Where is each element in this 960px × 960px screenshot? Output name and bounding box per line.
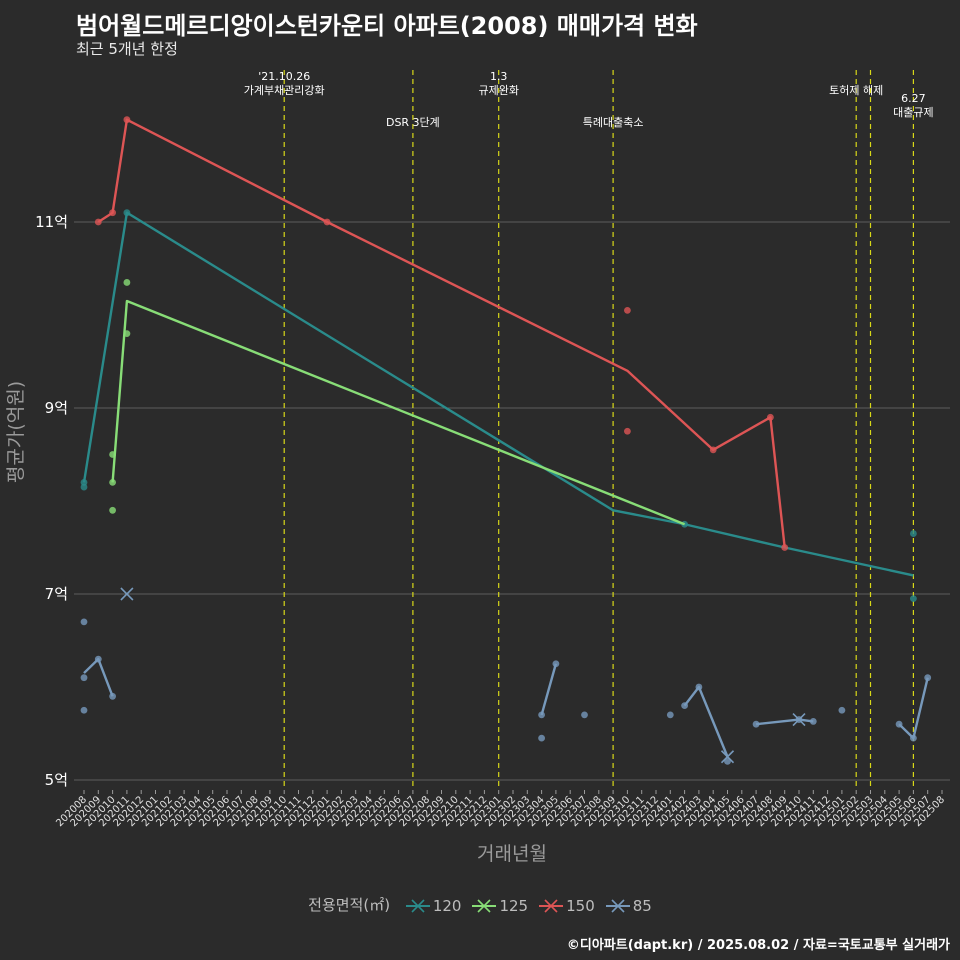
legend-key-150 [539,898,564,913]
legend-key-120 [405,898,430,913]
event-label: DSR 3단계 [386,116,440,129]
y-tick-label: 7억 [45,585,68,603]
series-85-point [809,718,817,725]
series-125-point [109,451,116,458]
y-tick-label: 11억 [35,213,68,231]
series-85-point [895,720,903,728]
legend-label: 85 [632,896,652,915]
x-axis-title: 거래년월 [477,843,547,865]
series-85-point [752,720,760,728]
series-85-point [94,655,102,663]
legend-key-125 [472,898,497,913]
cross-stroke [720,750,735,764]
y-tick-label: 9억 [45,399,68,417]
legend-key-cross [477,898,492,913]
series-150-point [781,544,789,551]
series-85-cross-marker [120,587,134,601]
legend-key-cross [611,898,625,913]
series-150-point [624,306,631,314]
legend-title: 전용면적(㎡) [308,896,391,914]
event-label: 6.27 대출규제 [893,92,933,119]
series-150-point [94,218,102,226]
event-label: 토허제 해제 [829,83,883,97]
legend-item-120: 120 [405,896,462,915]
series-85-point [838,706,846,714]
series-85-point [681,702,688,709]
chart-title: 범어월드메르디앙이스턴카운티 아파트(2008) 매매가격 변화 [76,12,698,40]
series-150-point [709,446,717,454]
series-120-point [123,209,131,217]
cross-stroke [120,587,134,601]
series-85-point [538,711,545,719]
series-85-point [695,683,703,691]
series-150-point [624,427,631,435]
series-85-point [538,734,545,742]
series-120-point [80,483,88,491]
series-125-point [123,330,131,337]
series-125-point [123,279,131,286]
series-85-point [910,734,917,742]
event-label: 특례대출축소 [583,116,644,129]
series-85-point [724,758,731,765]
legend-key-cross [411,898,425,913]
series-85-line [755,718,814,726]
series-85-line [540,663,558,716]
series-150-point [767,413,774,421]
series-85-cross-marker [720,750,735,764]
event-label: 1.3 규제완화 [478,70,518,97]
caption: ©디아파트(dapt.kr) / 2025.08.02 / 자료=국토교통부 실… [566,938,950,953]
series-85-point [80,674,88,682]
series-85-line [83,657,114,697]
legend-item-85: 85 [605,896,652,915]
cross-stroke [792,712,806,727]
series-85-line [683,685,729,758]
series-layer [80,116,932,765]
series-125-point [109,506,116,514]
y-tick-label: 5억 [45,771,68,789]
legend-items: 120 125 150 85 [395,896,652,915]
series-120-point [80,479,88,486]
series-150-point [109,209,116,217]
legend: 전용면적(㎡) 120 125 150 85 [0,894,960,915]
series-125-line [111,299,686,526]
series-125-point [109,479,116,486]
series-85-point [552,660,560,668]
legend-item-125: 125 [471,896,528,915]
series-85-point [924,674,932,682]
legend-label: 150 [566,896,595,915]
y-axis-title: 평균가(억원) [5,381,27,483]
series-85-point [581,711,588,719]
series-85-point [109,692,116,700]
series-150-line [97,118,786,548]
series-120-point [910,595,917,603]
event-label: '21.10.26 가계부채관리강화 [244,70,325,97]
legend-item-150: 150 [538,896,595,915]
grid-layer [74,221,950,781]
series-85-point [80,706,88,714]
series-85-point [666,711,674,719]
chart-subtitle: 최근 5개년 한정 [76,40,178,58]
legend-label: 125 [499,896,529,915]
series-150-point [323,218,331,226]
series-120-line [82,211,914,577]
series-120-point [910,530,917,537]
series-150-point [123,116,131,124]
legend-key-cross [544,898,558,913]
series-85-cross-marker [792,712,806,727]
legend-label: 120 [432,896,462,915]
legend-key-85 [605,898,630,913]
series-85-point [80,618,88,626]
axis-layer: 5억7억9억11억2020082020092020102020112020122… [35,213,947,829]
